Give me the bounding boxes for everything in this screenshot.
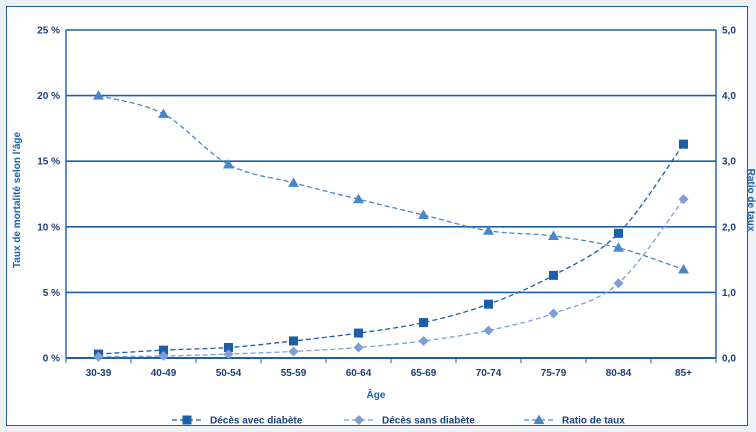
x-axis-label: Âge [367, 388, 386, 401]
left-axis-ticks: 0 % 5 % 10 % 15 % 20 % 25 % [37, 26, 60, 365]
legend-label: Décès avec diabète [210, 416, 303, 427]
y-right-tick-label: 3,0 [722, 157, 736, 168]
right-axis-ticks: 0,0 1,0 2,0 3,0 4,0 5,0 [722, 26, 736, 365]
data-point-diamond [93, 351, 104, 362]
x-tick-label: 85+ [675, 368, 692, 379]
y-left-tick-label: 10 % [37, 222, 60, 233]
data-point-triangle [158, 108, 169, 118]
data-point-triangle [93, 90, 104, 100]
x-tick-label: 30-39 [86, 368, 112, 379]
x-tick-label: 55-59 [281, 368, 307, 379]
series-line [98, 94, 684, 271]
data-point-triangle [613, 242, 624, 252]
x-tick-label: 60-64 [346, 368, 372, 379]
y-right-tick-label: 0,0 [722, 354, 736, 365]
data-point-square [354, 328, 363, 338]
data-point-diamond [613, 278, 624, 289]
y-left-tick-label: 5 % [43, 288, 60, 299]
data-point-square [419, 318, 428, 328]
data-point-triangle [678, 263, 689, 274]
data-point-triangle [483, 225, 494, 235]
x-tick-label: 50-54 [216, 368, 242, 379]
data-point-square [289, 336, 298, 346]
data-point-square [224, 343, 233, 353]
legend-swatch-marker [182, 415, 192, 425]
legend-item-1: Décès avec diabète [172, 415, 303, 427]
data-point-triangle [418, 209, 429, 219]
y-right-tick-label: 5,0 [722, 26, 736, 37]
data-point-diamond [483, 325, 494, 336]
y-axis-label-left: Taux de mortalité selon l'âge [12, 132, 23, 269]
data-point-square [159, 345, 168, 355]
data-point-triangle [548, 230, 559, 240]
legend-swatch-marker [354, 415, 364, 425]
legend-label: Ratio de taux [562, 416, 625, 427]
data-point-diamond [548, 308, 559, 319]
data-point-diamond [418, 335, 429, 346]
series-line [98, 143, 685, 355]
data-point-triangle [223, 158, 234, 169]
y-left-tick-label: 20 % [37, 91, 60, 102]
y-axis-label-right: Ratio de taux [745, 169, 756, 232]
grid-lines [65, 29, 717, 363]
data-point-diamond [288, 346, 299, 357]
data-point-diamond [158, 351, 169, 362]
x-tick-label: 40-49 [151, 368, 177, 379]
series-2 [93, 194, 689, 362]
legend-swatch-marker [533, 414, 545, 424]
x-tick-label: 65-69 [411, 368, 437, 379]
series-line [98, 198, 685, 358]
series-1 [94, 139, 688, 359]
series-group [93, 90, 689, 362]
x-tick-label: 70-74 [476, 368, 502, 379]
data-point-square [549, 270, 558, 280]
y-right-tick-label: 4,0 [722, 91, 736, 102]
chart-frame [6, 6, 748, 426]
legend: Décès avec diabète Décès sans diabète Rati… [172, 414, 625, 427]
y-left-tick-label: 15 % [37, 157, 60, 168]
y-left-tick-label: 25 % [37, 26, 60, 37]
legend-label: Décès sans diabète [382, 416, 475, 427]
x-tick-label: 80-84 [606, 368, 632, 379]
data-point-square [484, 299, 493, 309]
legend-item-3: Ratio de taux [524, 414, 625, 427]
data-point-square [679, 139, 688, 149]
y-left-tick-label: 0 % [43, 354, 60, 365]
y-right-tick-label: 1,0 [722, 288, 736, 299]
data-point-square [614, 228, 623, 238]
legend-item-2: Décès sans diabète [344, 415, 475, 427]
data-point-diamond [678, 194, 689, 205]
x-tick-label: 75-79 [541, 368, 567, 379]
x-axis-ticks: 30-39 40-49 50-54 55-59 60-64 65-69 70-74 75-79… [86, 368, 692, 379]
data-point-triangle [288, 177, 299, 187]
data-point-triangle [353, 193, 364, 204]
series-3 [93, 90, 689, 274]
data-point-diamond [223, 349, 234, 360]
data-point-diamond [353, 342, 364, 353]
y-right-tick-label: 2,0 [722, 222, 736, 233]
